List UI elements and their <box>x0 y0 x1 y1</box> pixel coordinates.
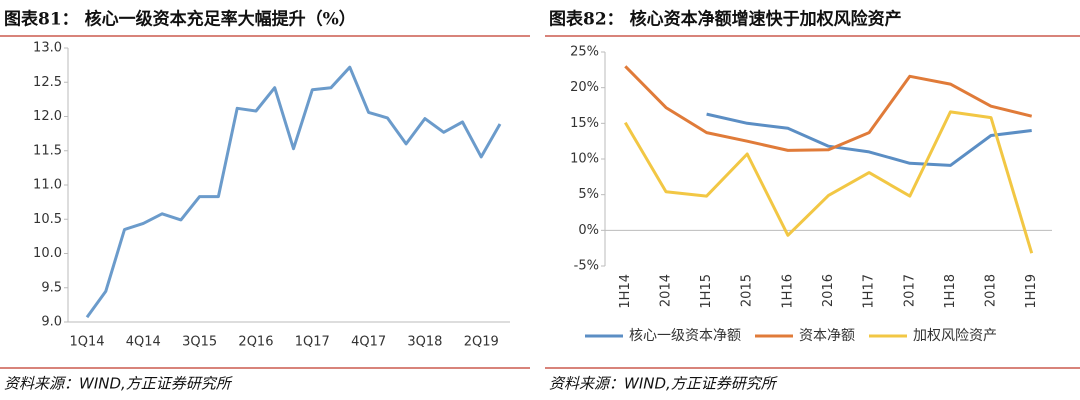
y-tick-label: 13.0 <box>33 41 62 56</box>
y-tick-label: 25% <box>570 45 599 60</box>
x-tick-label: 2018 <box>984 274 999 307</box>
x-tick-label: 2Q19 <box>464 335 499 350</box>
y-tick-label: 20% <box>570 80 599 95</box>
y-tick-label: 11.0 <box>33 178 62 193</box>
source: 资料来源：WIND,方正证券研究所 <box>4 375 233 393</box>
x-tick-label: 1Q17 <box>295 335 330 350</box>
y-tick-label: 12.0 <box>33 109 62 124</box>
y-tick-label: 15% <box>570 116 599 131</box>
x-tick-label: 1Q14 <box>69 335 104 350</box>
legend-label: 核心一级资本净额 <box>629 328 741 344</box>
y-tick-label: 12.5 <box>33 75 62 90</box>
x-tick-label: 1H14 <box>618 274 633 309</box>
x-tick-label: 3Q18 <box>407 335 442 350</box>
x-tick-label: 4Q17 <box>351 335 386 350</box>
chart-title: 图表81： 核心一级资本充足率大幅提升（%） <box>4 9 356 30</box>
y-tick-label: -5% <box>574 259 599 274</box>
chart-title: 图表82： 核心资本净额增速快于加权风险资产 <box>549 9 902 30</box>
x-tick-label: 2014 <box>658 274 673 307</box>
y-tick-label: 10.0 <box>33 246 62 261</box>
y-tick-label: 9.5 <box>41 280 62 295</box>
x-tick-label: 1H19 <box>1024 274 1039 309</box>
y-tick-label: 11.5 <box>33 143 62 158</box>
x-tick-label: 2Q16 <box>238 335 273 350</box>
x-tick-label: 2015 <box>740 274 755 307</box>
line <box>85 65 502 319</box>
line <box>706 112 1032 167</box>
x-tick-label: 1H17 <box>862 274 877 309</box>
y-tick-label: 10% <box>570 152 599 167</box>
x-tick-label: 1H16 <box>780 274 795 309</box>
x-tick-label: 1H15 <box>699 274 714 309</box>
line <box>624 65 1033 152</box>
y-tick-label: 0% <box>578 223 599 238</box>
line <box>624 110 1034 254</box>
x-tick-label: 1H18 <box>943 274 958 309</box>
x-tick-label: 2017 <box>902 274 917 307</box>
y-tick-label: 5% <box>578 187 599 202</box>
legend-label: 加权风险资产 <box>913 328 997 344</box>
y-tick-label: 10.5 <box>33 212 62 227</box>
y-tick-label: 9.0 <box>41 315 62 330</box>
x-tick-label: 2016 <box>821 274 836 307</box>
legend-label: 资本净额 <box>799 328 855 344</box>
x-tick-label: 4Q14 <box>126 335 161 350</box>
source: 资料来源：WIND,方正证券研究所 <box>549 375 778 393</box>
x-tick-label: 3Q15 <box>182 335 217 350</box>
